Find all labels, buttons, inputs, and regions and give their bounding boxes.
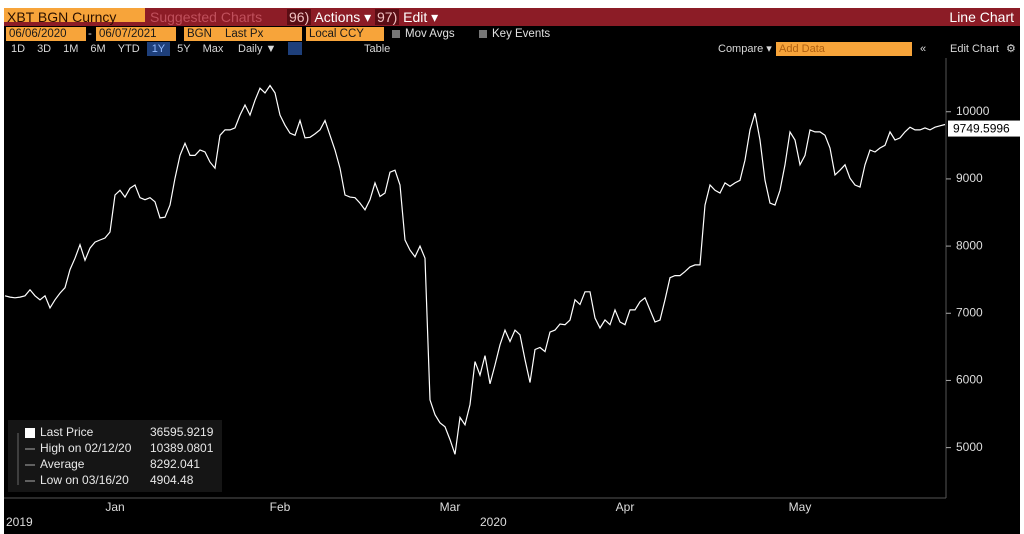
start-date[interactable]: 06/06/2020: [6, 27, 86, 41]
price-line: [4, 84, 946, 455]
y-tick-label: 5000: [956, 440, 983, 454]
legend-value: 8292.041: [150, 457, 200, 471]
period-button[interactable]: 5Y: [177, 43, 191, 55]
y-tick-label: 9000: [956, 171, 983, 185]
period-button[interactable]: 1M: [63, 43, 79, 55]
edit-chart-button[interactable]: Edit Chart: [950, 43, 999, 55]
legend-label: Last Price: [40, 425, 94, 439]
title-bar: [4, 8, 1020, 26]
period-button[interactable]: YTD: [117, 43, 140, 55]
x-tick-label: May: [789, 500, 812, 514]
legend-label: Average: [40, 457, 85, 471]
legend-label: Low on 03/16/20: [40, 473, 129, 487]
x-tick-label: Feb: [270, 500, 291, 514]
currency-field[interactable]: Local CCY: [306, 27, 384, 41]
edit-menu[interactable]: 97) Edit ▾: [375, 8, 438, 26]
add-data-input[interactable]: Add Data: [776, 42, 912, 56]
collapse-button[interactable]: «: [920, 43, 927, 55]
date-dash: -: [88, 28, 92, 40]
x-tick-label: Mar: [440, 500, 461, 514]
year-label: 2020: [480, 515, 507, 529]
legend-box: [8, 420, 222, 492]
year-label: 2019: [6, 515, 33, 529]
toggle-label: Key Events: [492, 28, 551, 40]
compare-menu[interactable]: Compare ▾: [718, 43, 772, 55]
menu-label: Actions ▾: [314, 9, 372, 25]
legend-value: 10389.0801: [150, 441, 214, 455]
pricing-source[interactable]: BGN: [184, 27, 222, 41]
key-events-toggle[interactable]: Key Events: [479, 27, 550, 41]
legend-value: 36595.9219: [150, 425, 214, 439]
actions-menu[interactable]: 96) Actions ▾: [287, 8, 371, 26]
legend-label: High on 02/12/20: [40, 441, 132, 455]
end-date[interactable]: 06/07/2021: [96, 27, 176, 41]
period-button[interactable]: 3D: [37, 43, 52, 55]
last-value-label: 9749.5996: [953, 122, 1010, 136]
checkbox: [479, 30, 487, 38]
line-icon[interactable]: [288, 42, 302, 55]
suggested-charts[interactable]: Suggested Charts: [150, 9, 263, 25]
period-button[interactable]: 1D: [11, 43, 26, 55]
frequency-select[interactable]: Daily ▼: [238, 43, 277, 55]
y-tick-label: 10000: [956, 104, 990, 118]
price-field[interactable]: Last Px: [222, 27, 302, 41]
menu-code: 97): [375, 9, 400, 25]
x-tick-label: Apr: [616, 500, 635, 514]
table-button[interactable]: Table: [364, 43, 391, 55]
security-field[interactable]: XBT BGN Curncy: [4, 8, 145, 25]
period-button[interactable]: 6M: [90, 43, 106, 55]
period-button[interactable]: 1Y: [146, 42, 171, 56]
legend-icon: [25, 428, 35, 438]
menu-code: 96): [287, 9, 312, 25]
mov-avgs-toggle[interactable]: Mov Avgs: [392, 27, 455, 41]
menu-label: Edit ▾: [403, 9, 439, 25]
period-buttons: 1D 3D 1M 6M YTD 1Y 5Y Max: [6, 42, 230, 56]
view-name: Line Chart: [949, 9, 1014, 25]
y-tick-label: 6000: [956, 373, 983, 387]
x-tick-label: Jan: [105, 500, 124, 514]
y-tick-label: 7000: [956, 305, 983, 319]
last-value-flag: [948, 120, 1020, 137]
checkbox: [392, 30, 400, 38]
y-tick-label: 8000: [956, 238, 983, 252]
legend-value: 4904.48: [150, 473, 194, 487]
settings-button[interactable]: ⚙: [1006, 43, 1016, 55]
period-button[interactable]: Max: [202, 43, 224, 55]
toggle-label: Mov Avgs: [405, 28, 455, 40]
